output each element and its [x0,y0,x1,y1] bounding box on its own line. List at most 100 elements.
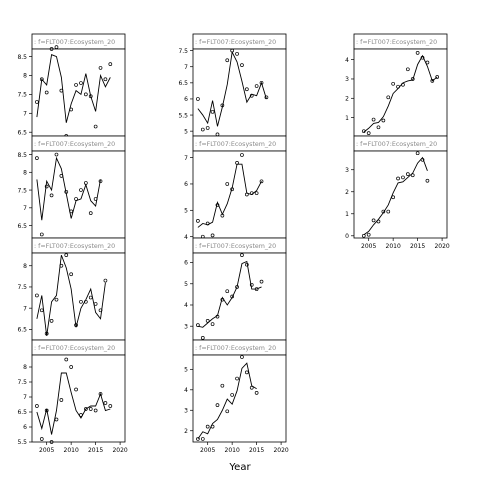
y-tick-label: 6.5 [17,409,27,416]
data-point [200,127,205,132]
data-point [225,289,230,294]
data-point [386,209,391,214]
data-point [59,174,64,178]
y-tick-label: 7 [23,111,27,118]
y-tick-label: 3 [345,167,349,174]
fit-line [197,362,257,440]
data-point [215,403,220,408]
data-point [249,282,254,287]
data-point [220,297,225,302]
data-point [220,383,225,388]
x-tick-label: 2020 [273,447,288,454]
fit-line [363,156,428,236]
data-point [425,178,430,183]
data-point [88,211,93,215]
data-point [230,187,235,192]
data-point [44,331,49,336]
panel-2: : f=FLT007:Ecosystem_20 5 5.5 6 6.5 7 7.5 [178,33,287,137]
x-tick-label: 2015 [249,447,264,454]
y-tick-label: 5.5 [17,439,27,446]
y-tick-label: 8 [23,170,27,177]
panel-strip-label: : f=FLT007:Ecosystem_20 [195,345,276,352]
y-tick-label: 7.5 [178,48,188,55]
data-point [88,407,93,411]
data-point [264,95,269,100]
panel-10: : f=FLT007:Ecosystem_20 2 3 4 5 2005 2010 2015 2… [184,339,289,454]
y-tick-label: 8 [23,263,27,270]
data-point [44,90,49,95]
panel-plot-area [353,48,448,137]
data-point [74,83,78,87]
data-point [405,67,410,72]
y-tick-label: 4 [345,57,349,64]
data-point [215,314,220,319]
y-tick-label: 7.5 [17,92,27,99]
x-tick-label: 2015 [410,243,425,250]
data-point [366,232,371,237]
data-point [230,294,235,299]
data-point [98,392,103,396]
data-point [54,417,59,422]
data-point [88,94,93,99]
y-tick-label: 4 [184,234,188,241]
data-point [196,219,200,223]
y-tick-label: 6 [184,181,188,188]
data-point [49,193,54,198]
y-tick-label: 4 [184,387,188,394]
y-tick-label: 5 [184,128,188,135]
data-point [220,103,225,108]
data-point [83,407,88,411]
y-tick-label: 7 [184,64,188,71]
data-point [35,156,39,160]
panel-4: : f=FLT007:Ecosystem_20 6.5 7 7.5 8 8.5 [17,135,126,239]
data-point [230,48,235,53]
data-point [49,319,54,323]
data-point [259,279,264,284]
data-point [205,424,210,429]
x-tick-label: 2020 [112,447,127,454]
fit-line [36,156,101,221]
data-point [49,47,54,51]
data-point [64,189,69,194]
data-point [244,262,249,267]
data-point [215,203,220,207]
panel-plot-area [192,150,287,239]
data-point [401,175,405,180]
data-point [225,182,230,186]
panel-strip-label: : f=FLT007:Ecosystem_20 [195,39,276,46]
data-point [74,197,78,201]
y-tick-label: 6 [23,424,27,431]
data-point [69,209,74,214]
data-point [381,118,386,123]
panel-plot-area [31,354,126,443]
y-tick-label: 1 [345,115,349,122]
fit-line [36,372,111,435]
data-point [35,100,39,104]
y-tick-label: 7 [23,205,27,212]
y-tick-label: 8 [23,364,27,371]
data-point [235,285,239,289]
data-point [59,398,64,402]
data-point [39,437,44,441]
data-point [405,172,410,176]
data-point [401,82,405,87]
data-point [83,181,88,185]
panel-6: : f=FLT007:Ecosystem_20 0 1 2 3 2005 2010 2015 2… [345,135,450,250]
fit-line [363,54,438,133]
data-point [39,232,44,237]
data-point [69,107,74,112]
data-point [39,308,44,313]
data-point [98,308,103,313]
fit-line [36,54,111,123]
data-point [54,45,59,49]
data-point [69,365,74,369]
data-point [196,323,200,327]
y-tick-label: 7 [23,394,27,401]
data-point [44,408,49,413]
y-tick-label: 0 [345,233,349,240]
data-point [210,424,215,429]
data-point [64,357,69,362]
data-point [361,233,366,238]
data-point [98,66,103,70]
panel-strip-label: : f=FLT007:Ecosystem_20 [356,39,437,46]
